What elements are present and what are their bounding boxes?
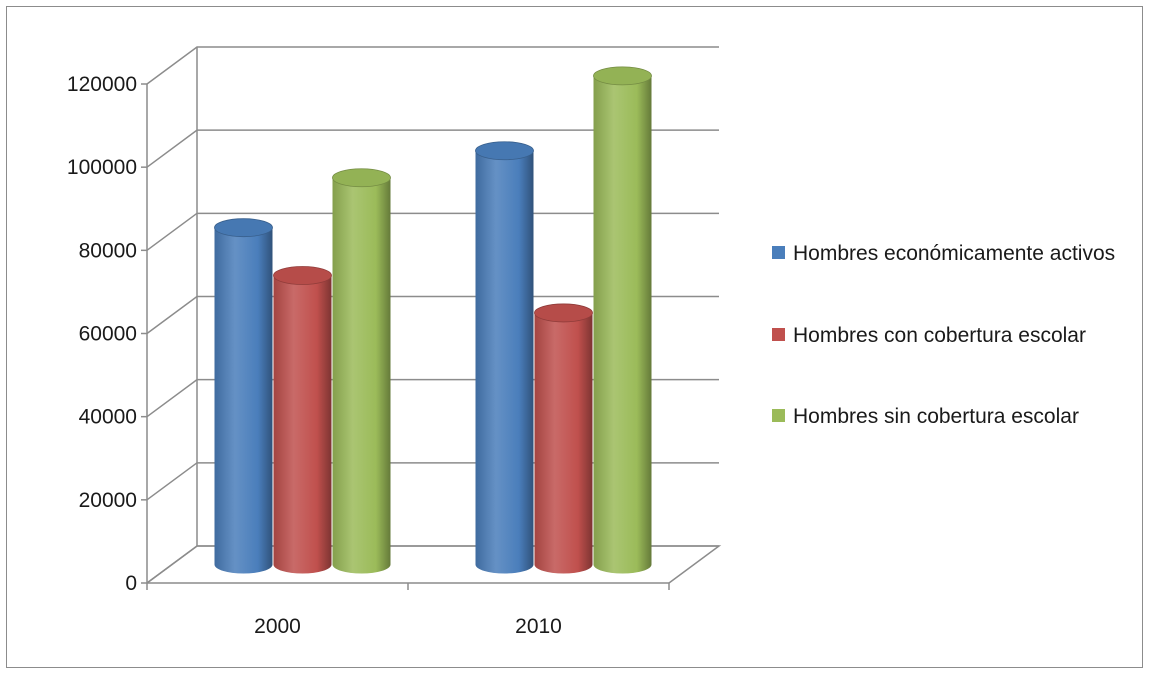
legend-swatch-1 — [772, 246, 785, 259]
y-tick-label: 20000 — [79, 489, 137, 512]
bar — [214, 218, 273, 574]
legend-item-1: Hombres económicamente activos — [772, 237, 1143, 270]
x-tick-label: 2000 — [254, 615, 301, 638]
y-tick-label: 40000 — [79, 406, 137, 429]
legend-label-3: Hombres sin cobertura escolar — [793, 405, 1079, 428]
legend-item-2: Hombres con cobertura escolar — [772, 319, 1143, 352]
x-tick-label: 2010 — [515, 615, 562, 638]
bar-body — [273, 275, 332, 574]
bar-body — [534, 312, 593, 574]
gridline — [146, 129, 719, 168]
bar-top — [534, 303, 593, 323]
bar-body — [593, 75, 652, 574]
chart-plot: 0 20000 40000 60000 80000 100000 120000 2000 20… — [67, 46, 722, 638]
gridline — [146, 46, 719, 85]
legend-item-3: Hombres sin cobertura escolar — [772, 400, 1143, 433]
gridline — [146, 212, 719, 251]
bar-top — [214, 218, 273, 238]
gridline — [146, 295, 719, 335]
legend-label-1: Hombres económicamente activos — [793, 242, 1116, 265]
y-tick-label: 100000 — [67, 156, 137, 179]
y-tick-label: 80000 — [79, 239, 137, 262]
y-tick-label: 60000 — [79, 323, 137, 346]
bar-body — [475, 150, 534, 574]
bar — [593, 66, 652, 574]
y-tick-label: 0 — [125, 572, 137, 595]
bar-top — [332, 168, 391, 188]
bar-top — [273, 266, 332, 285]
bar-body — [214, 227, 273, 574]
bar-top — [475, 141, 534, 161]
bar — [475, 141, 534, 574]
bar — [273, 266, 332, 574]
chart-frame: 0 20000 40000 60000 80000 100000 120000 2000 20… — [6, 6, 1143, 668]
legend-swatch-2 — [772, 328, 785, 341]
bar-top — [593, 66, 652, 86]
legend-label-2: Hombres con cobertura escolar — [793, 324, 1086, 347]
legend-swatch-3 — [772, 409, 785, 422]
y-tick-label: 120000 — [67, 73, 137, 96]
bar — [332, 168, 391, 574]
bar-body — [332, 177, 391, 574]
bar — [534, 303, 593, 574]
